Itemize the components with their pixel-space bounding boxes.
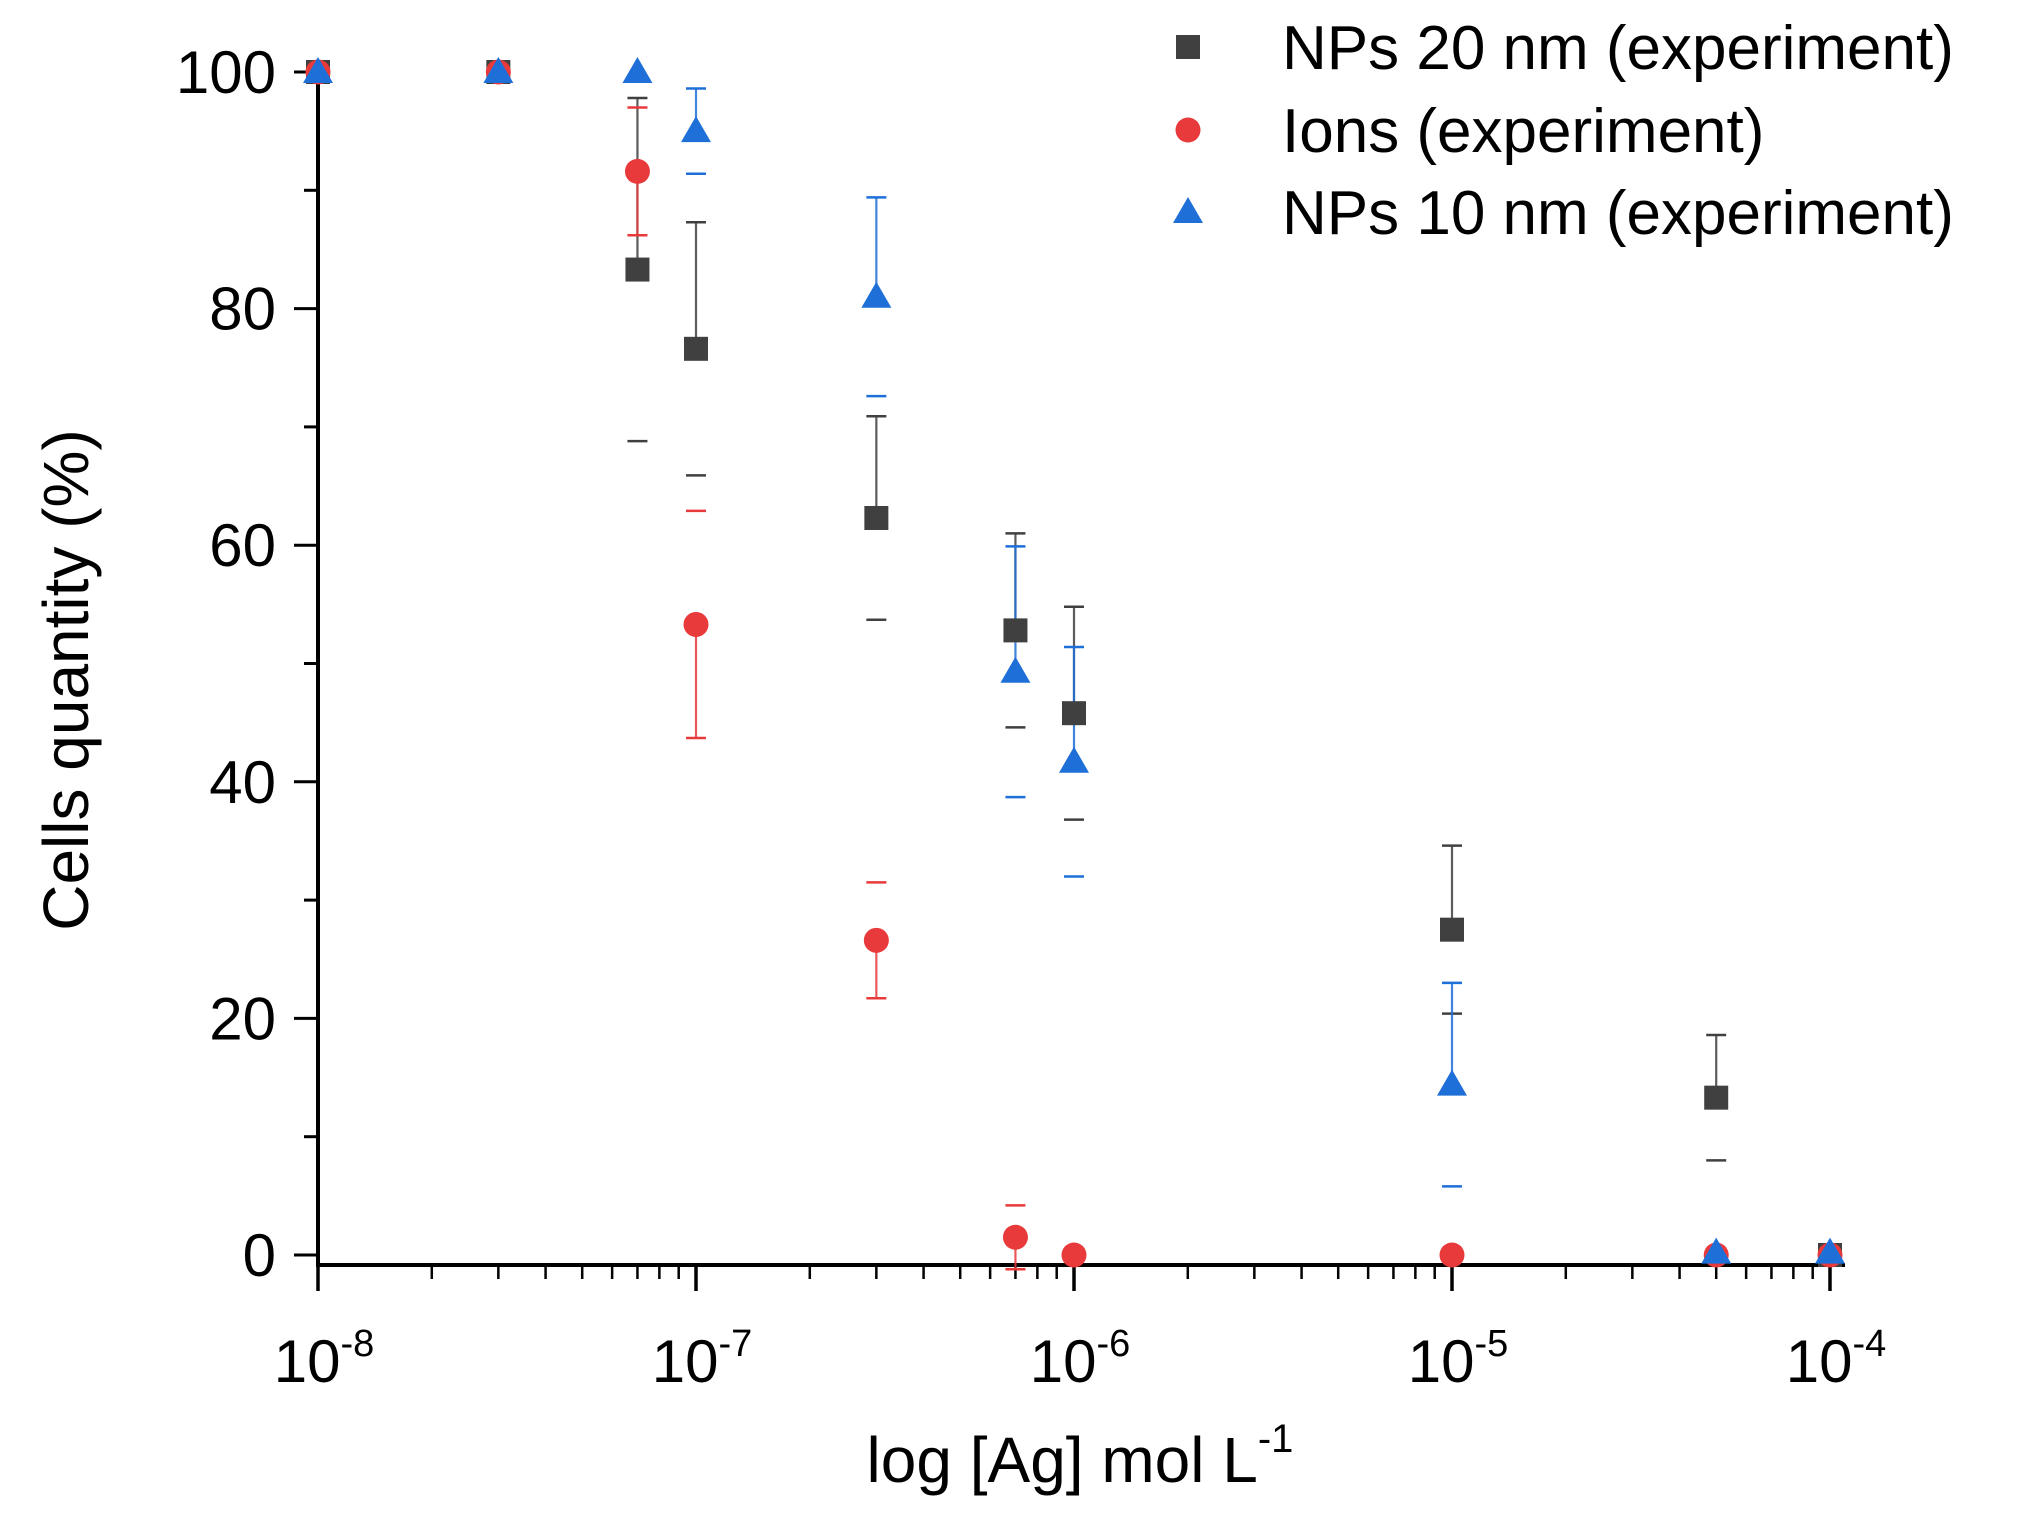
data-point-series-1	[1704, 1085, 1729, 1110]
data-point-series-3	[861, 281, 892, 308]
data-layer	[303, 57, 1845, 1271]
data-point-series-1	[1440, 917, 1464, 942]
data-point-series-1	[625, 257, 650, 282]
y-tick-label: 40	[209, 749, 276, 816]
x-tick-base: 10	[1786, 1328, 1853, 1395]
legend-marker-series-2	[1175, 117, 1201, 143]
data-point-series-2	[1439, 1242, 1465, 1268]
legend-label: NPs 10 nm (experiment)	[1282, 179, 1954, 248]
x-axis-title: log [Ag] mol L-1	[867, 1417, 1294, 1496]
x-tick-base: 10	[1030, 1328, 1097, 1395]
y-tick-label: 20	[209, 985, 276, 1052]
x-tick-exponent: -4	[1852, 1323, 1886, 1365]
data-point-series-3	[622, 57, 653, 83]
x-tick-exponent: -7	[718, 1323, 752, 1365]
x-tick-label: 10-6	[1030, 1323, 1131, 1395]
data-point-series-3	[1000, 656, 1031, 683]
y-tick-label: 60	[209, 512, 276, 579]
x-tick-exponent: -5	[1474, 1323, 1508, 1365]
x-tick-label: 10-8	[274, 1323, 375, 1395]
x-tick-exponent: -8	[340, 1323, 374, 1365]
legend-label: Ions (experiment)	[1282, 97, 1764, 166]
x-tick-base: 10	[274, 1328, 341, 1395]
data-point-series-1	[864, 505, 889, 530]
legend: NPs 20 nm (experiment) Ions (experiment) N…	[1173, 14, 1954, 248]
x-tick-base: 10	[652, 1328, 719, 1395]
y-tick-label: 80	[209, 276, 276, 343]
data-point-series-2	[863, 927, 889, 953]
x-tick-exponent: -6	[1096, 1323, 1130, 1365]
data-point-series-2	[624, 158, 650, 184]
legend-marker-series-1	[1176, 35, 1200, 59]
data-point-series-3	[483, 57, 514, 83]
x-tick-label: 10-5	[1408, 1323, 1509, 1395]
data-point-series-1	[1062, 701, 1086, 726]
x-tick-label: 10-7	[652, 1323, 753, 1395]
data-point-series-3	[303, 57, 333, 83]
x-tick-label: 10-4	[1786, 1323, 1887, 1395]
data-point-series-3	[1815, 1237, 1845, 1264]
data-point-series-3	[1701, 1237, 1732, 1264]
data-point-series-3	[1059, 746, 1089, 773]
y-tick-label: 0	[243, 1222, 276, 1289]
legend-label: NPs 20 nm (experiment)	[1282, 14, 1954, 83]
legend-marker-series-3	[1173, 197, 1203, 223]
x-axis-title-superscript: -1	[1258, 1417, 1294, 1461]
x-axis-title-main: log [Ag] mol L	[867, 1424, 1258, 1496]
x-tick-base: 10	[1408, 1328, 1475, 1395]
data-point-series-3	[681, 116, 711, 143]
data-point-series-1	[1003, 618, 1028, 643]
data-point-series-2	[1061, 1242, 1087, 1268]
y-axis-title: Cells quantity (%)	[30, 429, 102, 931]
data-point-series-2	[683, 611, 709, 637]
y-tick-label: 100	[176, 39, 276, 106]
data-point-series-1	[684, 336, 708, 361]
data-point-series-3	[1437, 1069, 1467, 1096]
data-point-series-2	[1002, 1224, 1028, 1250]
